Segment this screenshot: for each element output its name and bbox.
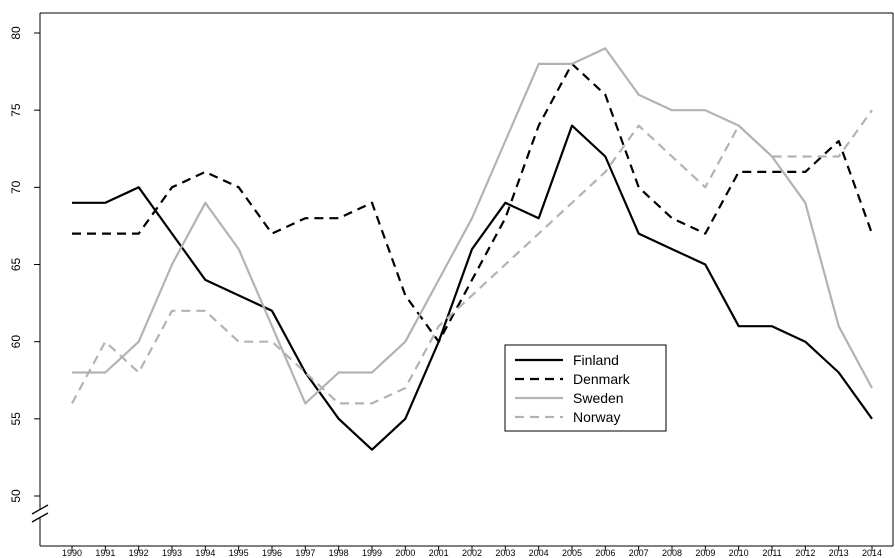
legend-label-finland: Finland [573, 352, 619, 368]
y-tick-label: 55 [9, 412, 23, 426]
x-tick-label: 2002 [462, 548, 482, 558]
series-line-denmark [72, 62, 874, 343]
x-tick-label: 1992 [129, 548, 149, 558]
x-tick-label: 2001 [429, 548, 449, 558]
legend-label-norway: Norway [573, 409, 620, 425]
x-tick-label: 1997 [295, 548, 315, 558]
x-tick-label: 1993 [162, 548, 182, 558]
series-lines [71, 47, 874, 451]
x-tick-label: 2014 [862, 548, 882, 558]
x-tick-label: 2011 [762, 548, 781, 558]
x-tick-label: 1996 [262, 548, 282, 558]
x-tick-label: 2009 [695, 548, 715, 558]
x-tick-label: 1995 [229, 548, 249, 558]
x-tick-label: 2000 [395, 548, 415, 558]
legend-label-denmark: Denmark [573, 371, 631, 387]
tick-labels: 50 55 60 65 70 75 80 1990 1991 1992 1993 1994 1995 19… [9, 26, 882, 558]
series-line-sweden [72, 47, 873, 405]
x-tick-label: 2003 [495, 548, 515, 558]
x-tick-label: 2004 [529, 548, 549, 558]
y-tick-label: 65 [9, 258, 23, 272]
x-tick-label: 2006 [595, 548, 615, 558]
x-tick-label: 2008 [662, 548, 682, 558]
x-tick-label: 1994 [195, 548, 215, 558]
axis-break-mark [31, 504, 49, 515]
x-tick-label: 1999 [362, 548, 382, 558]
x-tick-label: 1998 [329, 548, 349, 558]
series-line-norway [71, 109, 873, 405]
axis-break-mark [31, 512, 49, 523]
x-tick-label: 2010 [729, 548, 749, 558]
x-tick-label: 2007 [629, 548, 649, 558]
legend-label-sweden: Sweden [573, 390, 624, 406]
x-tick-label: 1991 [95, 548, 115, 558]
x-tick-label: 2012 [795, 548, 815, 558]
y-tick-label: 70 [9, 180, 23, 194]
series-line-finland [72, 124, 873, 451]
y-tick-label: 60 [9, 335, 23, 349]
axes [31, 12, 894, 551]
y-tick-label: 75 [9, 103, 23, 117]
x-tick-label: 2013 [829, 548, 849, 558]
y-tick-label: 50 [9, 489, 23, 503]
x-tick-label: 1990 [62, 548, 82, 558]
y-tick-label: 80 [9, 26, 23, 40]
x-tick-label: 2005 [562, 548, 582, 558]
legend: Finland Denmark Sweden Norway [504, 344, 667, 432]
